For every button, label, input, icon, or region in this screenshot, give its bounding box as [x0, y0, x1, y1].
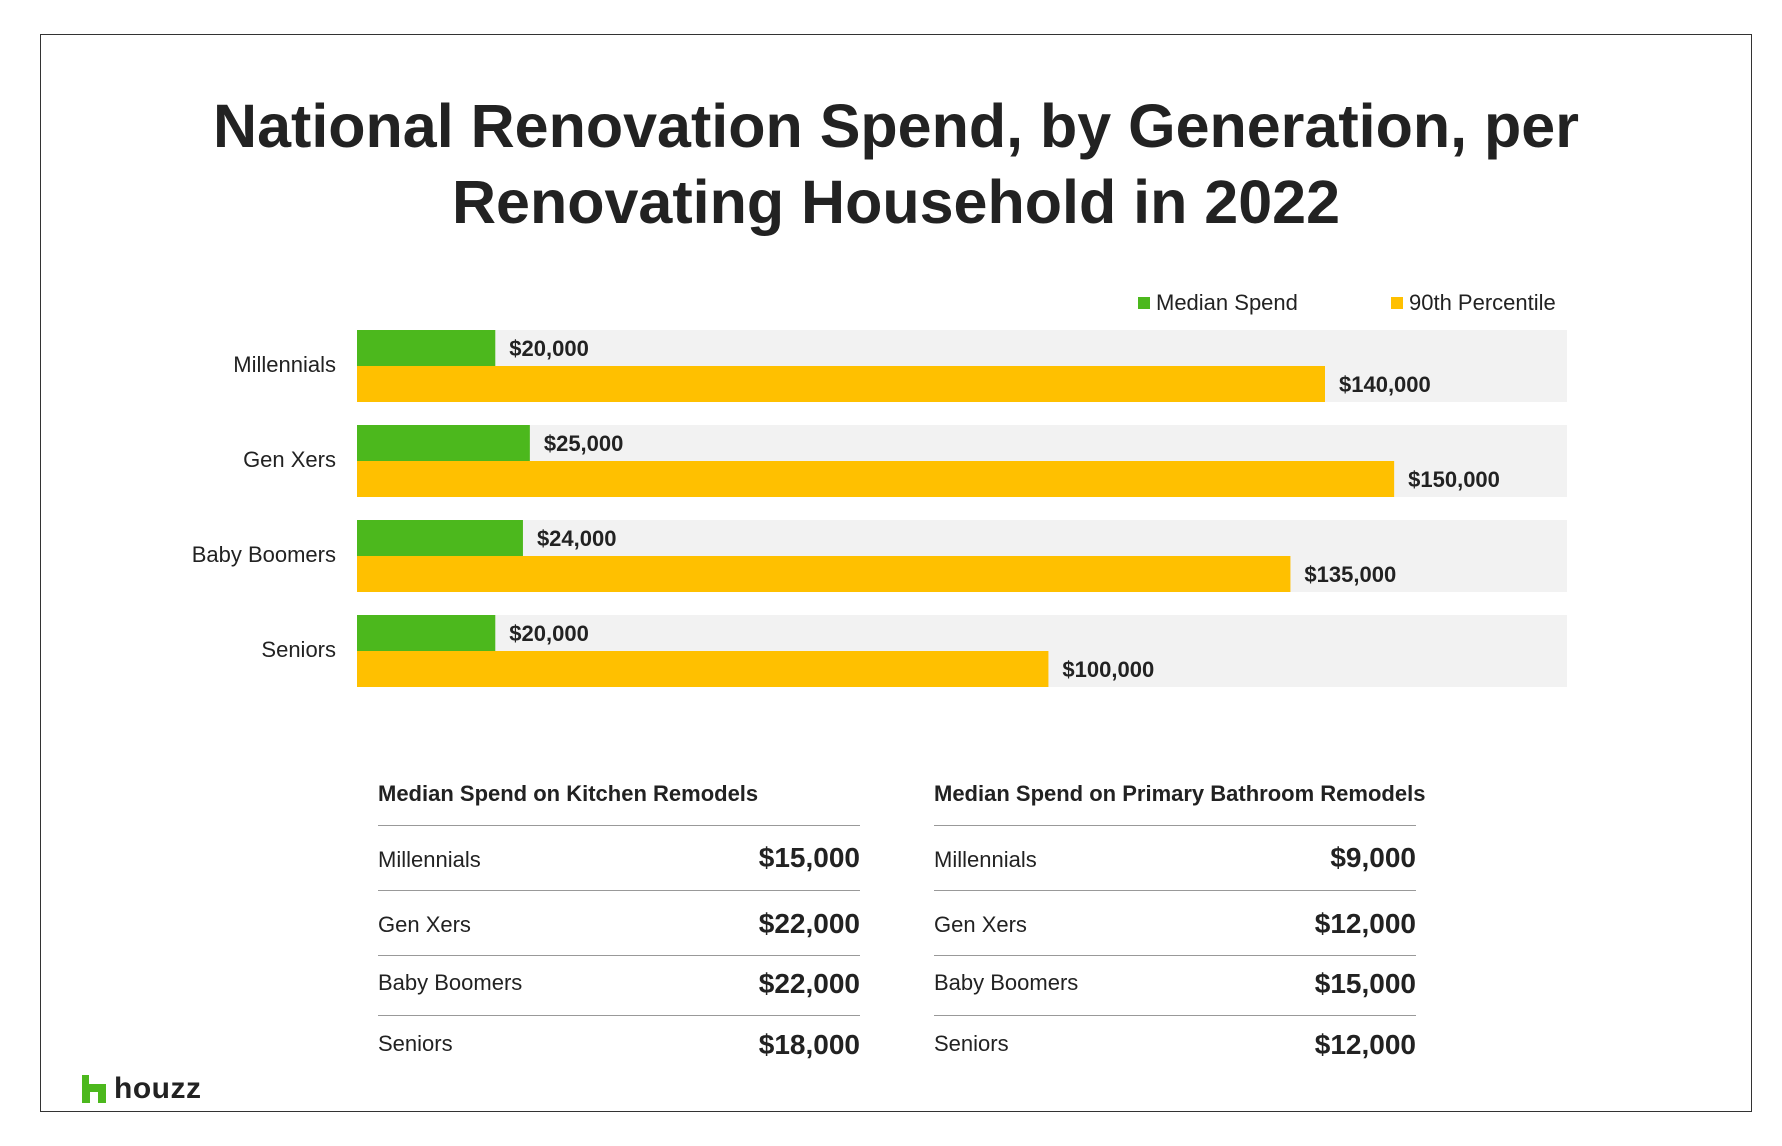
- legend-item-p90: 90th Percentile: [1391, 290, 1556, 316]
- bar-median: [357, 520, 523, 556]
- bar-value-label: $140,000: [1339, 372, 1431, 397]
- category-label: Seniors: [261, 637, 336, 662]
- bathroom-row-value: $9,000: [1330, 842, 1416, 873]
- bathroom-row-value: $15,000: [1314, 968, 1416, 999]
- table-rule: [934, 890, 1416, 891]
- table-rule: [934, 955, 1416, 956]
- bathroom-row-label: Gen Xers: [934, 912, 1027, 937]
- bar-90th-percentile: [357, 651, 1049, 687]
- kitchen-row-value: $22,000: [758, 968, 860, 999]
- chart-title-line1: National Renovation Spend, by Generation…: [213, 92, 1579, 160]
- table-rule: [378, 825, 860, 826]
- kitchen-table-title: Median Spend on Kitchen Remodels: [378, 781, 759, 806]
- bar-value-label: $20,000: [509, 621, 589, 646]
- bar-median: [357, 615, 496, 651]
- table-rule: [378, 1015, 860, 1016]
- bar-90th-percentile: [357, 556, 1291, 592]
- bar-value-label: $100,000: [1062, 657, 1154, 682]
- bathroom-table-title: Median Spend on Primary Bathroom Remodel…: [934, 781, 1426, 806]
- chart-title-line2: Renovating Household in 2022: [451, 168, 1341, 236]
- kitchen-row-value: $22,000: [758, 908, 860, 939]
- bathroom-row-value: $12,000: [1314, 1029, 1416, 1060]
- category-label: Gen Xers: [243, 447, 336, 472]
- bar-value-label: $150,000: [1408, 467, 1500, 492]
- kitchen-row-value: $18,000: [758, 1029, 860, 1060]
- table-rule: [934, 1015, 1416, 1016]
- legend-item-median: Median Spend: [1138, 290, 1298, 316]
- kitchen-row-label: Seniors: [378, 1031, 453, 1056]
- legend-label-median: Median Spend: [1156, 290, 1298, 315]
- kitchen-row-value: $15,000: [758, 842, 860, 873]
- bar-value-label: $135,000: [1304, 562, 1396, 587]
- bar-median: [357, 425, 530, 461]
- bar-value-label: $24,000: [537, 526, 617, 551]
- table-rule: [934, 825, 1416, 826]
- table-rule: [378, 890, 860, 891]
- kitchen-row-label: Millennials: [378, 847, 481, 872]
- bar-90th-percentile: [357, 366, 1325, 402]
- bathroom-row-label: Baby Boomers: [934, 970, 1079, 995]
- chart-frame: [40, 34, 1752, 1112]
- bar-90th-percentile: [357, 461, 1395, 497]
- table-rule: [378, 955, 860, 956]
- bathroom-row-label: Seniors: [934, 1031, 1009, 1056]
- kitchen-row-label: Gen Xers: [378, 912, 471, 937]
- category-label: Millennials: [233, 352, 336, 377]
- houzz-logo: houzz: [82, 1072, 201, 1106]
- legend-swatch-median: [1138, 297, 1150, 309]
- houzz-h-icon: [82, 1075, 106, 1103]
- bar-value-label: $25,000: [544, 431, 624, 456]
- category-label: Baby Boomers: [191, 542, 336, 567]
- bathroom-row-value: $12,000: [1314, 908, 1416, 939]
- kitchen-row-label: Baby Boomers: [378, 970, 523, 995]
- bathroom-row-label: Millennials: [934, 847, 1037, 872]
- logo-wordmark: houzz: [114, 1072, 202, 1105]
- bar-chart: $20,000 $140,000 $25,000 $150,000 $24,000 $13…: [357, 330, 1567, 687]
- legend-swatch-p90: [1391, 297, 1403, 309]
- bar-value-label: $20,000: [509, 336, 589, 361]
- legend-label-p90: 90th Percentile: [1409, 290, 1556, 315]
- bar-median: [357, 330, 496, 366]
